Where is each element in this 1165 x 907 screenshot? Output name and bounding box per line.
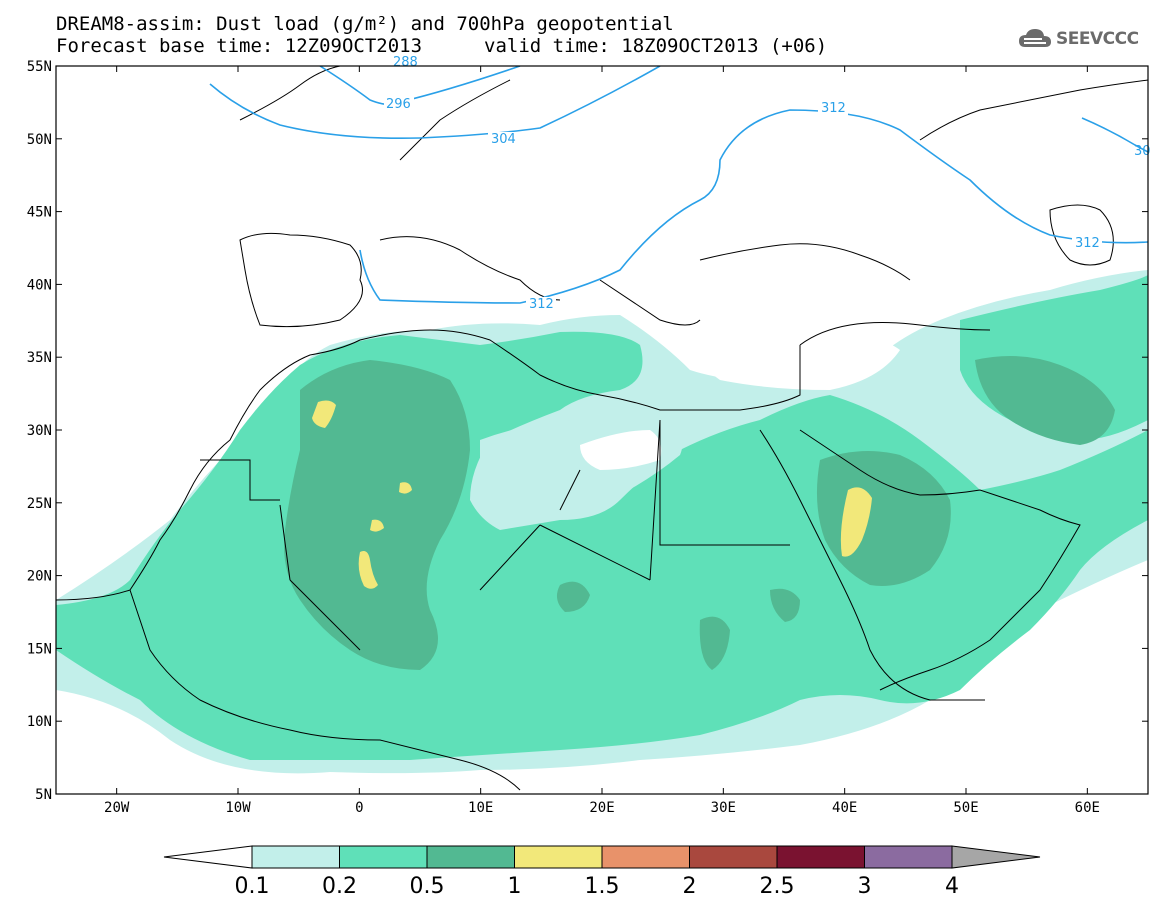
colorbar-label: 3 bbox=[858, 874, 872, 899]
dust-field bbox=[56, 270, 1148, 774]
colorbar-label: 2 bbox=[683, 874, 697, 899]
dust-region-1-0 bbox=[312, 400, 872, 589]
lat-tick-label: 40N bbox=[27, 277, 52, 293]
lat-tick-label: 50N bbox=[27, 132, 52, 148]
lon-tick-label: 10W bbox=[225, 800, 251, 816]
contour-label: 312 bbox=[821, 101, 846, 116]
colorbar-segment bbox=[251, 845, 340, 869]
cloud-icon bbox=[1019, 29, 1051, 47]
longitude-axis: 20W 10W 0 10E 20E 30E 40E 50E 60E bbox=[104, 66, 1100, 816]
colorbar-segment bbox=[776, 845, 865, 869]
colorbar-segment bbox=[426, 845, 515, 869]
colorbar-upper-arrow bbox=[951, 845, 1041, 869]
colorbar-lower-arrow bbox=[163, 845, 253, 869]
colorbar-label: 0.2 bbox=[322, 874, 357, 899]
colorbar-segment bbox=[864, 845, 953, 869]
lat-tick-label: 15N bbox=[27, 641, 52, 657]
lon-tick-label: 20W bbox=[104, 800, 130, 816]
lat-tick-label: 10N bbox=[27, 714, 52, 730]
dust-gap-turkey bbox=[697, 327, 900, 390]
contour-label: 288 bbox=[393, 55, 418, 70]
latitude-axis: 55N 50N 45N 40N 35N 30N 25N 20N 15N 10N 5N bbox=[27, 59, 1148, 803]
lat-tick-label: 35N bbox=[27, 350, 52, 366]
lat-tick-label: 25N bbox=[27, 496, 52, 512]
lon-tick-label: 0 bbox=[355, 800, 363, 816]
colorbar-segment bbox=[514, 845, 603, 869]
contour-label: 30 bbox=[1134, 144, 1151, 159]
colorbar-segment bbox=[339, 845, 428, 869]
dust-region-0-5-iran bbox=[975, 356, 1115, 445]
lon-tick-label: 60E bbox=[1075, 800, 1100, 816]
lat-tick-label: 30N bbox=[27, 423, 52, 439]
map-title-line-1: DREAM8-assim: Dust load (g/m²) and 700hP… bbox=[56, 13, 674, 35]
dust-gap-white bbox=[580, 430, 662, 470]
lon-tick-label: 30E bbox=[711, 800, 736, 816]
lon-tick-label: 40E bbox=[832, 800, 857, 816]
logo-text: SEEVCCC bbox=[1056, 29, 1139, 49]
colorbar-label: 1.5 bbox=[585, 874, 620, 899]
colorbar-segment bbox=[689, 845, 778, 869]
seevccc-logo: SEEVCCC bbox=[1018, 26, 1139, 52]
contour-label: 312 bbox=[529, 297, 554, 312]
lon-tick-label: 20E bbox=[589, 800, 614, 816]
forecast-base-time: Forecast base time: 12Z09OCT2013 bbox=[56, 35, 423, 57]
colorbar: 0.1 0.2 0.5 1 1.5 2 2.5 3 4 bbox=[163, 845, 1041, 899]
lon-tick-label: 10E bbox=[468, 800, 493, 816]
lat-tick-label: 20N bbox=[27, 569, 52, 585]
colorbar-segment bbox=[601, 845, 690, 869]
map-title-line-2: Forecast base time: 12Z09OCT2013 valid ti… bbox=[56, 35, 827, 57]
lat-tick-label: 55N bbox=[27, 59, 52, 75]
lat-tick-label: 45N bbox=[27, 205, 52, 221]
valid-time: valid time: 18Z09OCT2013 (+06) bbox=[484, 35, 828, 57]
colorbar-label: 1 bbox=[508, 874, 522, 899]
colorbar-label: 4 bbox=[945, 874, 959, 899]
geopotential-labels: 288 296 304 312 312 312 30 bbox=[384, 55, 1151, 312]
coastlines bbox=[56, 66, 1148, 791]
colorbar-label: 0.1 bbox=[235, 874, 270, 899]
dust-region-0-5-west bbox=[284, 360, 470, 670]
contour-label: 296 bbox=[386, 97, 411, 112]
contour-label: 312 bbox=[1075, 236, 1100, 251]
contour-label: 304 bbox=[491, 132, 516, 147]
colorbar-label: 2.5 bbox=[760, 874, 795, 899]
lat-tick-label: 5N bbox=[35, 787, 52, 803]
lon-tick-label: 50E bbox=[953, 800, 978, 816]
dust-region-0-5-sahel bbox=[556, 581, 800, 670]
geopotential-contours bbox=[209, 66, 1148, 304]
colorbar-label: 0.5 bbox=[410, 874, 445, 899]
